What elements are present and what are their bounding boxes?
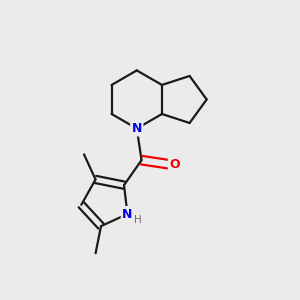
Text: H: H xyxy=(134,215,142,225)
Text: O: O xyxy=(169,158,180,171)
Text: N: N xyxy=(132,122,142,135)
Text: N: N xyxy=(122,208,133,220)
